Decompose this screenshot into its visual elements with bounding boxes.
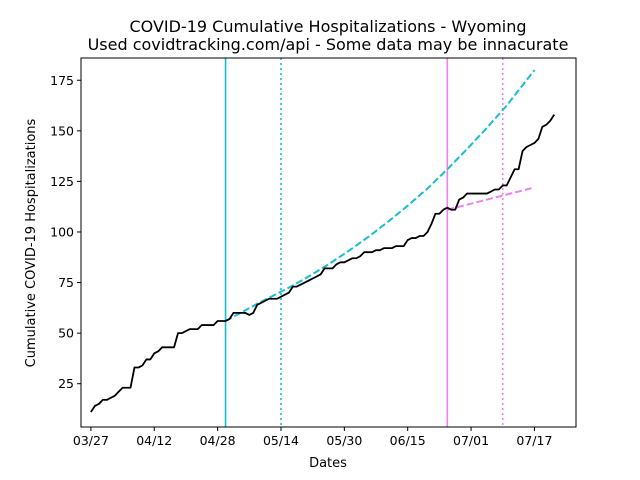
y-axis-label: Cumulative COVID-19 Hospitalizations — [24, 118, 39, 367]
x-tick-label: 05/30 — [326, 433, 362, 448]
x-tick-label: 04/12 — [136, 433, 172, 448]
x-axis: 03/27 04/12 04/28 05/14 05/30 06/15 07/01 07/17 — [73, 427, 552, 448]
chart-title-line1: COVID-19 Cumulative Hospitalizations - W… — [129, 17, 526, 36]
series-line-fit-early — [225, 69, 536, 322]
x-tick-label: 05/14 — [263, 433, 299, 448]
y-tick-label: 125 — [50, 174, 74, 189]
chart-title-line2: Used covidtracking.com/api - Some data m… — [88, 35, 569, 54]
x-axis-label: Dates — [309, 456, 347, 471]
y-tick-label: 175 — [50, 73, 74, 88]
series-line-actual — [90, 114, 555, 413]
x-tick-label: 07/17 — [516, 433, 552, 448]
plot-frame — [80, 57, 577, 428]
y-tick-label: 75 — [58, 275, 74, 290]
series-line-fit-late — [447, 186, 535, 211]
y-tick-label: 25 — [58, 376, 74, 391]
x-tick-label: 07/01 — [453, 433, 489, 448]
x-tick-label: 03/27 — [73, 433, 109, 448]
y-tick-label: 150 — [50, 123, 74, 138]
y-tick-label: 50 — [58, 326, 74, 341]
y-tick-label: 100 — [50, 224, 74, 239]
y-axis: 25 50 75 100 125 150 175 — [50, 73, 81, 391]
plot-area — [90, 58, 555, 427]
x-tick-label: 04/28 — [200, 433, 236, 448]
x-tick-label: 06/15 — [390, 433, 426, 448]
